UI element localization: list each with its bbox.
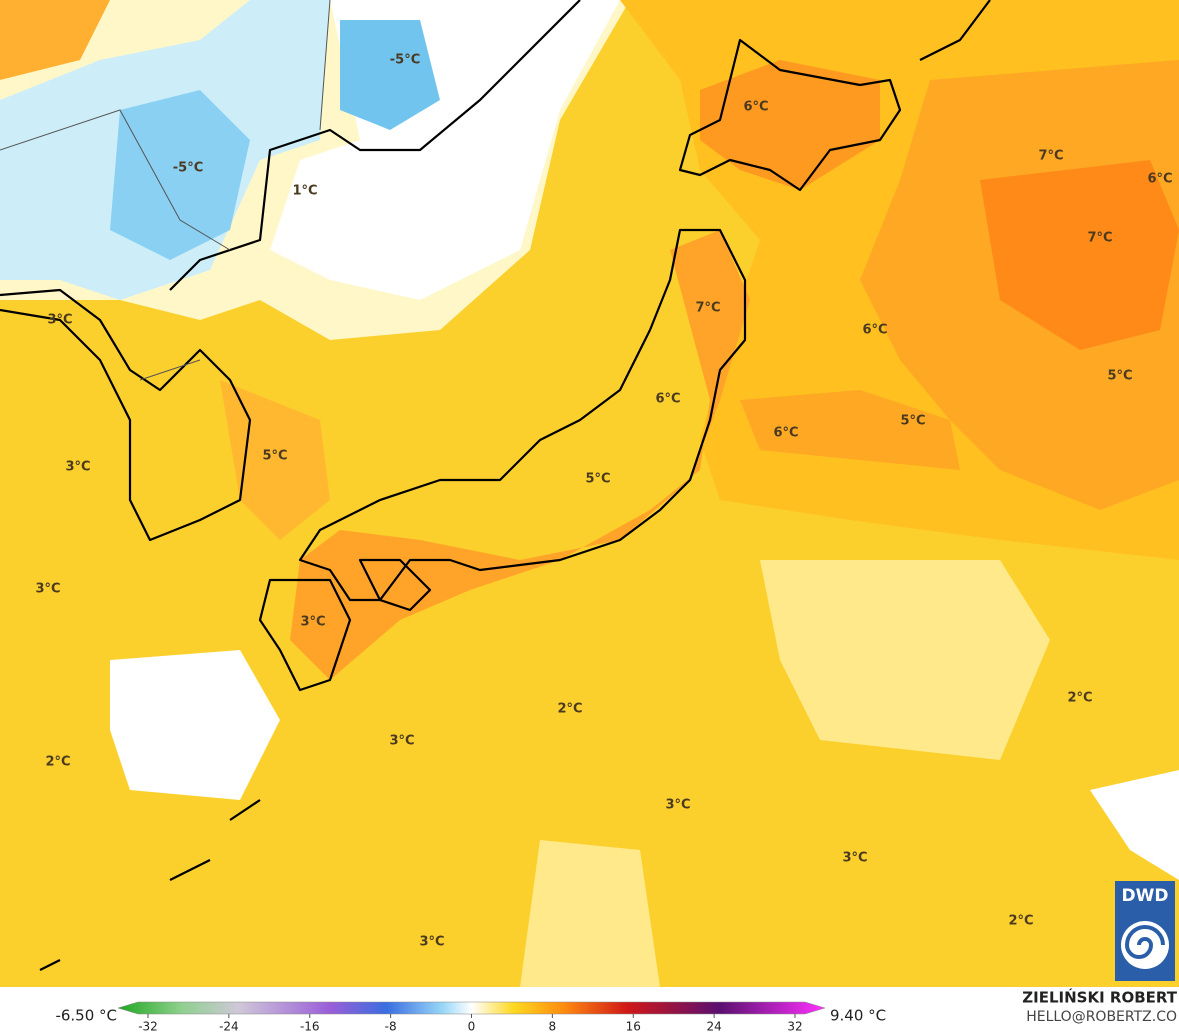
pale-region bbox=[760, 560, 1050, 760]
tick-label: 32 bbox=[787, 1020, 802, 1034]
warm-region bbox=[0, 0, 110, 80]
temperature-label: 3°C bbox=[665, 798, 690, 813]
legend-max: 9.40 °C bbox=[830, 1007, 886, 1025]
temperature-label: 6°C bbox=[862, 323, 887, 338]
tick-label: -32 bbox=[138, 1020, 158, 1034]
temperature-label: -5°C bbox=[173, 161, 203, 176]
cold-region bbox=[110, 650, 280, 800]
temperature-label: 6°C bbox=[1147, 172, 1172, 187]
temperature-label: 7°C bbox=[1038, 149, 1063, 164]
legend: -6.50 °C 9.40 °C -32 -24 -16 -8 0 8 16 24 32 ZIE… bbox=[55, 988, 1177, 1034]
tick-label: -8 bbox=[385, 1020, 397, 1034]
temperature-label: 3°C bbox=[35, 582, 60, 597]
tick-label: 24 bbox=[706, 1020, 721, 1034]
temperature-label: 5°C bbox=[900, 414, 925, 429]
warm-region bbox=[220, 380, 330, 540]
coastline bbox=[0, 288, 252, 542]
map-labels: -5°C -5°C 1°C 6°C 7°C 6°C 7°C 7°C 6°C 3°C 5°C 6°C 6°… bbox=[35, 53, 1172, 950]
temperature-label: 2°C bbox=[1067, 691, 1092, 706]
tick-label: -16 bbox=[300, 1020, 320, 1034]
temperature-label: 3°C bbox=[419, 935, 444, 950]
credit-email: HELLO@ROBERTZ.CO bbox=[1026, 1009, 1177, 1025]
temperature-label: 3°C bbox=[65, 460, 90, 475]
tick-label: 16 bbox=[626, 1020, 641, 1034]
temperature-label: 3°C bbox=[842, 851, 867, 866]
temperature-label: 2°C bbox=[557, 702, 582, 717]
coastline bbox=[358, 558, 432, 612]
temperature-label: 7°C bbox=[695, 301, 720, 316]
credit-name: ZIELIŃSKI ROBERT bbox=[1022, 988, 1177, 1007]
temperature-label: 5°C bbox=[1107, 369, 1132, 384]
cold-region bbox=[1090, 770, 1179, 880]
temperature-label: 3°C bbox=[47, 313, 72, 328]
border bbox=[0, 0, 331, 381]
temperature-label: 3°C bbox=[389, 734, 414, 749]
temperature-label: 2°C bbox=[1008, 914, 1033, 929]
temperature-label: -5°C bbox=[390, 53, 420, 68]
colorbar bbox=[117, 1001, 826, 1015]
tick-label: -24 bbox=[219, 1020, 239, 1034]
logo-text: DWD bbox=[1122, 886, 1169, 906]
warm-core bbox=[980, 160, 1179, 350]
temperature-label: 6°C bbox=[743, 100, 768, 115]
tick-label: 0 bbox=[468, 1020, 476, 1034]
temperature-label: 7°C bbox=[1087, 231, 1112, 246]
temperature-label: 1°C bbox=[292, 184, 317, 199]
coastline bbox=[258, 578, 352, 692]
temperature-label: 5°C bbox=[262, 449, 287, 464]
temperature-label: 6°C bbox=[655, 392, 680, 407]
warm-region bbox=[700, 60, 880, 190]
pale-region bbox=[520, 840, 660, 987]
cold-core bbox=[110, 90, 250, 260]
warm-region bbox=[740, 390, 960, 470]
temperature-label: 6°C bbox=[773, 426, 798, 441]
logo-swirl bbox=[1124, 925, 1165, 959]
temperature-label: 5°C bbox=[585, 472, 610, 487]
cold-core bbox=[340, 20, 440, 130]
map bbox=[0, 0, 1179, 987]
coastline bbox=[678, 38, 902, 192]
coastline bbox=[39, 0, 991, 971]
temperature-label: 2°C bbox=[45, 755, 70, 770]
tick-label: 8 bbox=[549, 1020, 557, 1034]
legend-min: -6.50 °C bbox=[55, 1007, 117, 1025]
coastline bbox=[298, 228, 747, 602]
colorbar-ticks: -32 -24 -16 -8 0 8 16 24 32 bbox=[138, 1014, 803, 1034]
temperature-label: 3°C bbox=[300, 615, 325, 630]
logo: DWD bbox=[1115, 881, 1175, 981]
